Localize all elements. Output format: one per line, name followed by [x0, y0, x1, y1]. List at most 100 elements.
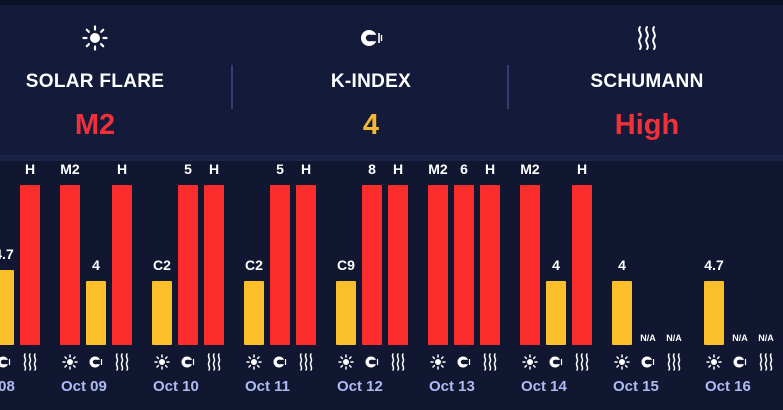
solar-bar[interactable]	[244, 281, 264, 345]
solar-bar-label: M2	[428, 161, 448, 177]
kp-bar-label: 8	[368, 161, 376, 177]
solar-flare-value: M2	[74, 109, 116, 141]
kp-bar[interactable]	[270, 185, 290, 345]
solar-bar-label: C9	[337, 257, 355, 273]
schumann-bar-label: H	[484, 161, 496, 177]
schumann-bar-label: H	[116, 161, 128, 177]
kp-bar-label: 5	[276, 161, 284, 177]
date-label: Oct 15	[613, 378, 659, 395]
schumann-bar[interactable]	[572, 185, 592, 345]
top-band	[0, 0, 783, 5]
solar-bar[interactable]	[704, 281, 724, 345]
sun-icon	[521, 353, 539, 371]
date-label: Oct 09	[61, 378, 107, 395]
magnet-icon	[363, 353, 381, 371]
k-index-label: K-INDEX	[330, 71, 412, 92]
solar-bar[interactable]	[336, 281, 356, 345]
kp-bar-label: 5	[184, 161, 192, 177]
date-label: Oct 13	[429, 378, 475, 395]
magnet-icon	[179, 353, 197, 371]
solar-bar[interactable]	[612, 281, 632, 345]
schumann-bar[interactable]	[112, 185, 132, 345]
sun-icon	[705, 353, 723, 371]
schumann-bar[interactable]	[388, 185, 408, 345]
schumann-bar-label: H	[392, 161, 404, 177]
date-label: Oct 14	[521, 378, 567, 395]
kp-bar[interactable]	[178, 185, 198, 345]
kp-bar-label: 6	[460, 161, 468, 177]
schumann-value: High	[614, 109, 680, 141]
solar-bar-label: C2	[245, 257, 263, 273]
solar-bar-label: C2	[153, 257, 171, 273]
section-separator	[0, 155, 783, 161]
sun-icon	[429, 353, 447, 371]
solar-bar[interactable]	[152, 281, 172, 345]
waves-icon	[481, 353, 499, 371]
schumann-na-label: N/A	[666, 333, 682, 343]
schumann-stat[interactable]: SCHUMANN High	[527, 5, 767, 155]
solar-bar[interactable]	[520, 185, 540, 345]
waves-icon	[205, 353, 223, 371]
magnet-icon	[271, 353, 289, 371]
solar-bar-label: M2	[60, 161, 80, 177]
kp-bar-label: 4	[552, 257, 560, 273]
date-label: Oct 12	[337, 378, 383, 395]
solar-bar-label: 4.7	[704, 257, 724, 273]
schumann-bar[interactable]	[204, 185, 224, 345]
kp-bar-label: 4.7	[0, 246, 14, 262]
solar-bar-label: M2	[520, 161, 540, 177]
kp-bar[interactable]	[0, 270, 14, 345]
date-label: Oct 08	[0, 378, 15, 395]
schumann-bar[interactable]	[296, 185, 316, 345]
solar-bar-label: 4	[618, 257, 626, 273]
schumann-na-label: N/A	[758, 333, 774, 343]
schumann-bar-label: H	[300, 161, 312, 177]
magnet-icon	[356, 23, 386, 53]
magnet-icon	[731, 353, 749, 371]
sun-icon	[80, 23, 110, 53]
date-label: Oct 10	[153, 378, 199, 395]
header-divider	[231, 65, 233, 109]
schumann-bar-label: H	[24, 161, 36, 177]
magnet-icon	[87, 353, 105, 371]
magnet-icon	[639, 353, 657, 371]
header-divider	[507, 65, 509, 109]
solar-flare-stat[interactable]: SOLAR FLARE M2	[0, 5, 215, 155]
waves-icon	[21, 353, 39, 371]
k-index-stat[interactable]: K-INDEX 4	[251, 5, 491, 155]
schumann-label: SCHUMANN	[590, 71, 704, 92]
solar-bar[interactable]	[60, 185, 80, 345]
date-label: Oct 11	[245, 378, 291, 395]
schumann-bar-label: H	[576, 161, 588, 177]
kp-na-label: N/A	[640, 333, 656, 343]
magnet-icon	[455, 353, 473, 371]
date-label: Oct 16	[705, 378, 751, 395]
k-index-value: 4	[362, 109, 380, 141]
waves-icon	[573, 353, 591, 371]
sun-icon	[61, 353, 79, 371]
sun-icon	[153, 353, 171, 371]
sun-icon	[613, 353, 631, 371]
waves-icon	[632, 23, 662, 53]
current-conditions-header: SOLAR FLARE M2 K-INDEX 4	[0, 5, 783, 155]
solar-flare-label: SOLAR FLARE	[25, 71, 165, 92]
waves-icon	[389, 353, 407, 371]
kp-bar[interactable]	[362, 185, 382, 345]
kp-bar-label: 4	[92, 257, 100, 273]
waves-icon	[113, 353, 131, 371]
sun-icon	[245, 353, 263, 371]
waves-icon	[665, 353, 683, 371]
schumann-bar[interactable]	[20, 185, 40, 345]
sun-icon	[337, 353, 355, 371]
schumann-bar-label: H	[208, 161, 220, 177]
kp-bar[interactable]	[454, 185, 474, 345]
solar-bar[interactable]	[428, 185, 448, 345]
schumann-bar[interactable]	[480, 185, 500, 345]
kp-bar[interactable]	[546, 281, 566, 345]
magnet-icon	[0, 353, 13, 371]
kp-na-label: N/A	[732, 333, 748, 343]
waves-icon	[297, 353, 315, 371]
waves-icon	[757, 353, 775, 371]
kp-bar[interactable]	[86, 281, 106, 345]
